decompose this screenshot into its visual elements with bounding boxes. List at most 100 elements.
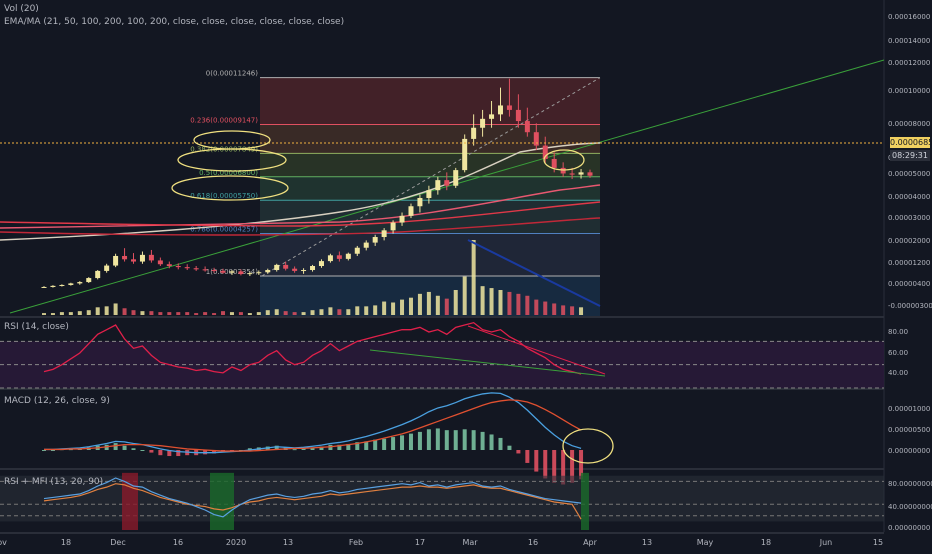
macd-tick-label: 0.00000000	[888, 447, 930, 455]
rsi-pane-title[interactable]: RSI (14, close)	[4, 322, 69, 332]
volume-bar	[149, 311, 154, 315]
candle-body	[131, 259, 137, 262]
candle-body	[390, 222, 396, 231]
volume-bar	[373, 305, 378, 315]
time-tick-label: Dec	[110, 538, 125, 547]
candle-body	[489, 114, 495, 119]
volume-bar	[59, 312, 64, 315]
candle-body	[202, 269, 208, 271]
volume-bar	[337, 309, 342, 315]
volume-bar	[543, 301, 548, 315]
macd-histogram-bar	[382, 438, 387, 450]
fib-zone	[260, 153, 600, 177]
macd-histogram-bar	[42, 450, 46, 451]
price-tick-label: 0.00003000	[888, 214, 930, 222]
macd-histogram-bar	[140, 450, 145, 451]
price-tick-label: 0.00000400	[888, 280, 930, 288]
macd-histogram-bar	[346, 443, 351, 450]
volume-bar	[158, 312, 163, 315]
volume-bar	[229, 312, 234, 315]
candle-body	[506, 105, 512, 110]
candle-body	[408, 206, 414, 216]
rsimfi-band	[0, 475, 884, 522]
macd-histogram-bar	[364, 441, 369, 450]
candle-body	[453, 170, 459, 186]
candle-body	[86, 278, 92, 283]
macd-histogram-bar	[247, 448, 252, 450]
annotation-ellipse	[177, 148, 287, 172]
candle-body	[542, 145, 548, 159]
candle-body	[327, 255, 333, 262]
volume-bar	[265, 310, 270, 315]
volume-indicator-label[interactable]: Vol (20)	[4, 4, 39, 14]
macd-histogram-bar	[373, 439, 378, 450]
signal-highlight	[581, 472, 589, 530]
fib-level-label: 0.236(0.00009147)	[190, 116, 258, 124]
price-tick-label: 0.00010000	[888, 87, 930, 95]
candle-body	[59, 284, 65, 286]
rsi-tick-label: 80.00	[888, 328, 908, 336]
time-tick-label: 18	[761, 538, 771, 547]
candle-body	[157, 260, 163, 265]
macd-histogram-bar	[435, 428, 440, 450]
candle-body	[515, 109, 521, 122]
rsi-line	[43, 321, 582, 375]
macd-histogram-bar	[507, 445, 512, 450]
volume-bar	[185, 312, 190, 315]
macd-histogram-bar	[337, 444, 342, 450]
volume-bar	[507, 291, 512, 315]
candle-body	[283, 264, 289, 269]
ma-100-line	[0, 201, 601, 227]
candle-body	[265, 270, 271, 273]
candle-body	[220, 270, 226, 273]
candle-body	[238, 271, 244, 275]
annotation-ellipse	[562, 428, 614, 464]
candle-body	[578, 172, 584, 175]
volume-bar	[310, 310, 315, 315]
time-tick-label: 2020	[226, 538, 246, 547]
candle-body	[229, 271, 235, 273]
ema-ma-indicator-label[interactable]: EMA/MA (21, 50, 100, 200, 100, 200, clos…	[4, 17, 345, 27]
price-tick-label: 0.00008000	[888, 120, 930, 128]
candle-body	[113, 255, 119, 266]
macd-histogram-bar	[149, 450, 154, 453]
candle-body	[292, 268, 298, 271]
time-tick-label: 17	[415, 538, 425, 547]
macd-pane-title[interactable]: MACD (12, 26, close, 9)	[4, 396, 110, 406]
time-tick-label: Mar	[462, 538, 478, 547]
price-tick-label: 0.00012000	[888, 59, 930, 67]
price-tick-label: 0.00016000	[888, 13, 930, 21]
rsi-tick-label: 60.00	[888, 349, 908, 357]
rsi-line-2	[43, 477, 582, 518]
volume-bar	[561, 305, 566, 315]
rsi-resistance-line	[467, 325, 606, 375]
time-tick-label: 18	[61, 538, 71, 547]
volume-bar	[364, 306, 369, 315]
volume-bar	[480, 286, 485, 315]
macd-histogram-bar	[68, 449, 73, 451]
candle-body	[533, 132, 539, 146]
volume-bar	[355, 306, 360, 315]
macd-histogram-bar	[274, 445, 279, 450]
volume-bar	[391, 302, 396, 315]
last-price-tag: 0.00006854	[890, 137, 932, 148]
macd-histogram-bar	[113, 443, 118, 450]
volume-bar	[68, 312, 73, 315]
macd-histogram-bar	[167, 450, 172, 457]
candle-body	[139, 254, 145, 262]
candle-body	[354, 247, 360, 254]
countdown-tag: 08:29:31	[890, 150, 930, 161]
candle-body	[184, 267, 190, 269]
volume-bar	[176, 312, 181, 315]
volume-bar	[212, 313, 217, 315]
macd-histogram-bar	[498, 437, 503, 450]
rsi-mfi-pane-title[interactable]: RSI + MFI (13, 20, 90)	[4, 477, 104, 487]
candle-body	[77, 282, 83, 284]
macd-histogram-bar	[310, 447, 315, 450]
fib-zone	[260, 77, 600, 125]
candle-body	[345, 253, 351, 259]
macd-histogram-bar	[471, 430, 476, 450]
annotation-ellipse	[543, 149, 585, 171]
